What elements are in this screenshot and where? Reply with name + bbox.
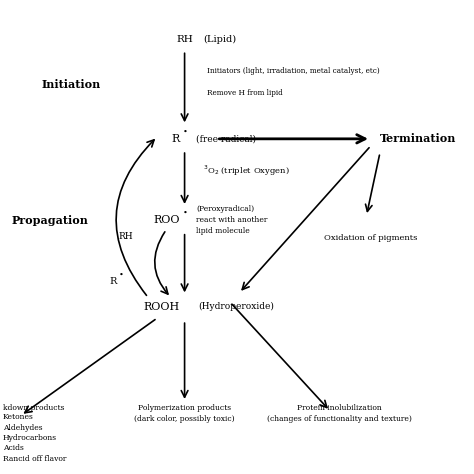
Text: ROO: ROO <box>154 216 180 226</box>
Text: Termination: Termination <box>380 133 456 145</box>
Text: (Hydroperoxide): (Hydroperoxide) <box>198 302 274 311</box>
Text: kdown products: kdown products <box>3 404 64 412</box>
Text: •: • <box>118 271 124 278</box>
Text: R: R <box>109 277 117 286</box>
Text: Ketones
Aldehydes
Hydrocarbons
Acids
Rancid off flavor: Ketones Aldehydes Hydrocarbons Acids Ran… <box>3 413 66 463</box>
Text: Protein inolubilization
(changes of functionality and texture): Protein inolubilization (changes of func… <box>267 404 411 422</box>
Text: Initiation: Initiation <box>41 79 100 90</box>
Text: RH: RH <box>176 35 193 44</box>
Text: Polymerization products
(dark color, possibly toxic): Polymerization products (dark color, pos… <box>134 404 235 422</box>
Text: ROOH: ROOH <box>144 301 180 311</box>
Text: Oxidation of pigments: Oxidation of pigments <box>324 234 418 242</box>
Text: Remove H from lipid: Remove H from lipid <box>207 90 283 98</box>
Text: $^3$O$_2$ (triplet Oxygen): $^3$O$_2$ (triplet Oxygen) <box>203 164 290 178</box>
Text: •: • <box>182 209 187 217</box>
Text: Initiators (light, irradiation, metal catalyst, etc): Initiators (light, irradiation, metal ca… <box>207 67 380 75</box>
Text: R: R <box>172 134 180 144</box>
Text: RH: RH <box>118 232 133 241</box>
Text: (Peroxyradical)
react with another
lipid molecule: (Peroxyradical) react with another lipid… <box>196 205 267 236</box>
Text: (free radical): (free radical) <box>196 134 256 143</box>
Text: (Lipid): (Lipid) <box>203 35 236 44</box>
Text: •: • <box>182 128 187 136</box>
Text: Propagation: Propagation <box>12 215 89 226</box>
